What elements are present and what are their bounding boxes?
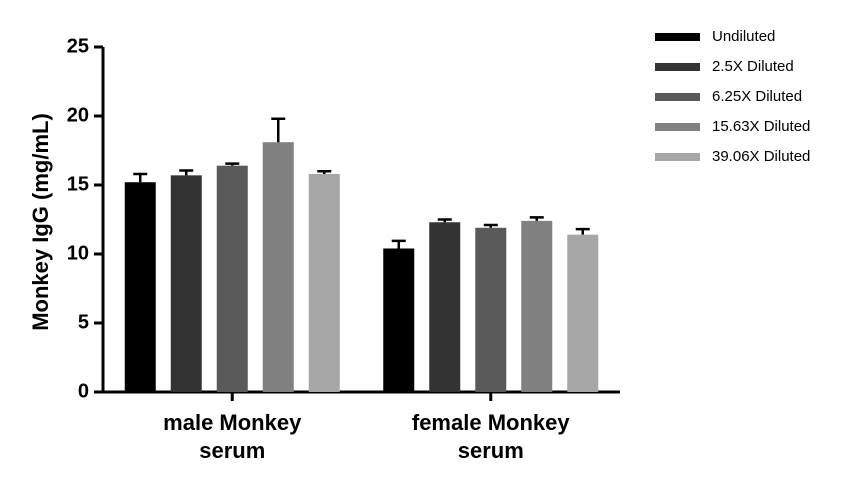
x-tick-label: male Monkey serum (163, 410, 302, 463)
y-tick-label: 20 (67, 104, 89, 126)
error-bar (179, 169, 194, 176)
bar (124, 182, 156, 392)
y-tick-label: 25 (67, 35, 89, 57)
bar (521, 220, 553, 392)
bar (308, 173, 340, 392)
y-tick-label: 0 (78, 380, 89, 402)
bar (383, 248, 415, 392)
legend-swatch (655, 153, 700, 161)
legend-label: 6.25X Diluted (712, 88, 802, 105)
error-bar (391, 239, 406, 249)
y-tick-label: 10 (67, 242, 89, 264)
bar (216, 165, 248, 392)
legend-label: Undiluted (712, 28, 775, 45)
bar (170, 175, 202, 392)
y-tick-label: 5 (78, 311, 89, 333)
legend-label: 15.63X Diluted (712, 118, 810, 135)
bar (429, 222, 461, 392)
bar (567, 234, 599, 392)
legend-swatch (655, 93, 700, 101)
bar (475, 227, 507, 392)
error-bar (529, 216, 544, 221)
error-bar (483, 223, 498, 228)
legend-swatch (655, 123, 700, 131)
bar (262, 142, 294, 392)
x-tick-label: female Monkey serum (411, 410, 570, 463)
y-tick-label: 15 (67, 173, 89, 195)
error-bar (271, 117, 286, 143)
legend-label: 2.5X Diluted (712, 58, 794, 75)
error-bar (317, 169, 332, 174)
error-bar (437, 218, 452, 223)
error-bar (225, 162, 240, 166)
error-bar (133, 172, 148, 183)
legend-swatch (655, 33, 700, 41)
legend-label: 39.06X Diluted (712, 148, 810, 165)
error-bar (575, 227, 590, 235)
y-axis-label: Monkey IgG (mg/mL) (28, 113, 53, 331)
legend-swatch (655, 63, 700, 71)
